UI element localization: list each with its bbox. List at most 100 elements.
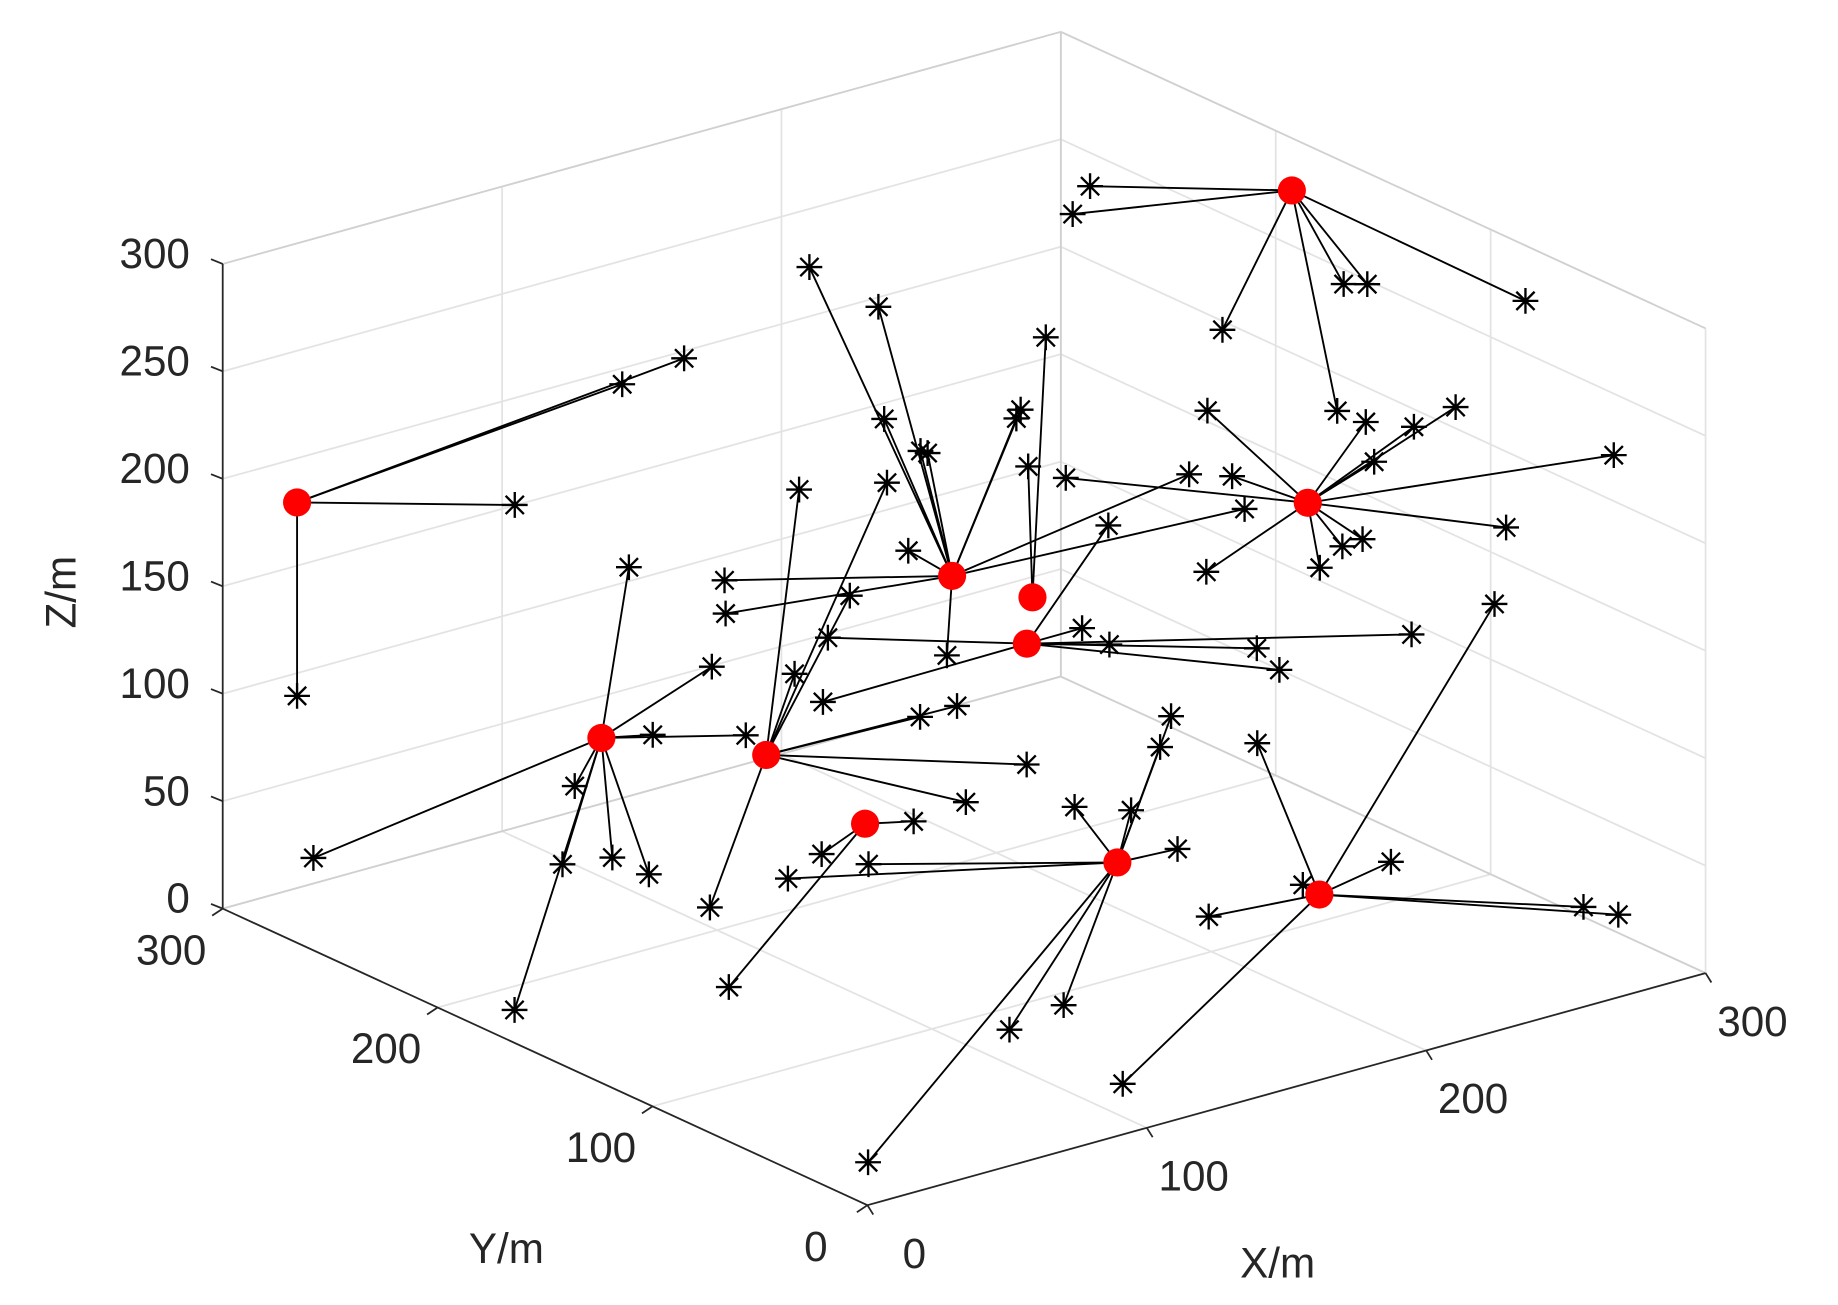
node-marker [1605,901,1632,928]
x-tick-label: 0 [903,1230,926,1277]
z-axis-label: Z/m [38,556,85,629]
node-marker [1147,734,1174,760]
node-marker [561,773,588,799]
node-marker [1015,453,1042,480]
link [1008,861,1119,1031]
node-marker [635,861,662,888]
link [1291,190,1345,285]
node-marker [914,440,941,466]
node-marker [874,469,900,496]
y-tick-label: 0 [804,1223,827,1270]
node-marker [775,865,801,892]
link [1205,501,1309,573]
node-marker [781,660,808,687]
node-marker [1061,793,1088,820]
y-tick [211,907,224,917]
head-marker [752,740,781,770]
grid-line [1060,138,1706,437]
link [951,508,1245,577]
y-tick-label: 100 [566,1124,636,1171]
link [1027,466,1034,598]
z-tick [210,580,224,588]
node-marker [1570,894,1597,920]
link [513,737,603,1011]
node-marker [1378,848,1404,875]
link [1208,893,1320,918]
node-marker [1493,514,1520,541]
z-tick [210,795,224,802]
link [600,665,713,739]
node-marker [697,894,723,921]
grid-line [781,753,1427,1052]
node-marker [1013,751,1040,778]
y-tick [856,1204,868,1213]
node-marker [1442,394,1469,420]
node-marker [808,841,835,867]
x-tick [1425,1049,1433,1061]
grid-line [1060,353,1706,652]
grid-line [222,138,1062,373]
link [766,754,1027,766]
head-marker [938,561,967,590]
link [951,418,1018,577]
node-marker [599,844,626,871]
node-marker [1266,656,1293,683]
node-marker [944,693,970,719]
link [1026,642,1257,650]
link [1307,426,1415,504]
y-tick [641,1105,654,1115]
link [765,673,796,756]
link [827,636,1027,645]
grid-line [1060,460,1706,759]
link [1256,742,1321,895]
node-marker [865,293,892,320]
node-marker [907,703,933,730]
x-axis [867,972,1706,1207]
grid [210,30,1713,1216]
node-marker [814,624,841,651]
link [728,823,866,988]
z-tick-label: 0 [166,875,189,922]
node-marker [715,974,742,1000]
grid-line [222,245,1062,480]
link [867,861,1119,1163]
link [787,861,1118,880]
node-marker [1050,992,1077,1019]
z-tick [210,903,224,910]
node-marker [1329,533,1356,560]
link [765,595,851,756]
grid-line [1060,245,1706,545]
node-marker [711,567,738,594]
link [765,754,967,804]
link [868,861,1118,866]
node-marker [1349,526,1376,553]
x-tick-label: 200 [1438,1075,1508,1122]
box-edge [222,30,1062,265]
x-tick-label: 100 [1158,1153,1228,1200]
node-marker [1244,730,1271,757]
node-marker [1481,591,1508,617]
y-tick-label: 200 [351,1025,421,1072]
node-marker [810,689,836,715]
z-tick-label: 250 [120,337,190,384]
link [600,737,614,858]
link [1290,190,1339,412]
y-tick [426,1006,439,1016]
grid-line [652,873,1491,1108]
node-marker [639,721,666,748]
node-marker [501,997,528,1023]
node-marker [895,537,922,564]
x-tick [866,1204,875,1216]
link [1026,633,1412,645]
head-marker [1103,848,1132,877]
link [724,574,953,582]
node-marker [1052,465,1079,491]
node-marker [1289,871,1316,898]
box-edge [1060,31,1706,330]
node-marker [1398,621,1425,648]
head-marker [283,488,312,517]
x-axis-label: X/m [1240,1239,1315,1286]
link [600,567,630,739]
z-tick [210,473,224,480]
z-tick [210,258,224,265]
